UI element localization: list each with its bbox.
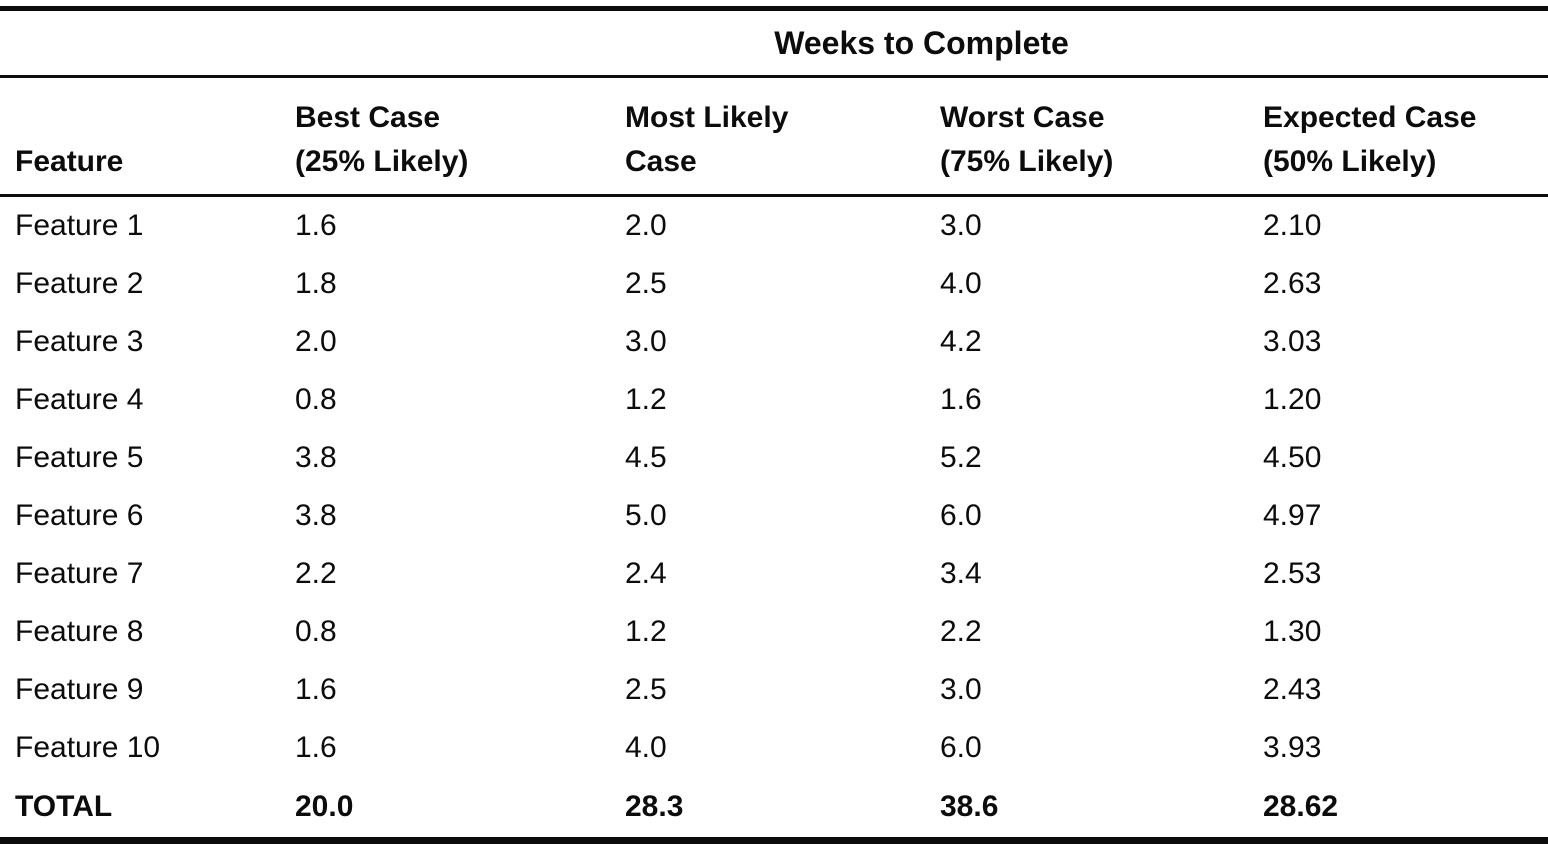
value-cell: 2.63 <box>1263 267 1322 300</box>
value-cell: 3.0 <box>625 325 667 358</box>
value-cell: 1.30 <box>1263 615 1322 648</box>
value-cell: 1.20 <box>1263 383 1322 416</box>
value-cell: 2.5 <box>625 673 667 706</box>
feature-label: Feature 8 <box>15 615 144 648</box>
value-cell: 5.0 <box>625 499 667 532</box>
column-header-expected-line2: (50% Likely) <box>1263 145 1437 178</box>
value-cell: 1.6 <box>295 731 337 764</box>
table-row: Feature 10 1.6 4.0 6.0 3.93 <box>0 719 1548 777</box>
column-header-feature: Feature <box>0 76 295 197</box>
value-cell: 6.0 <box>940 731 982 764</box>
table-row: Feature 3 2.0 3.0 4.2 3.03 <box>0 313 1548 371</box>
value-cell: 2.2 <box>940 615 982 648</box>
value-cell: 0.8 <box>295 615 337 648</box>
value-cell: 2.4 <box>625 557 667 590</box>
value-cell: 2.43 <box>1263 673 1322 706</box>
value-cell: 1.6 <box>295 209 337 242</box>
table-row: Feature 4 0.8 1.2 1.6 1.20 <box>0 371 1548 429</box>
column-header-most-line2: Case <box>625 145 697 178</box>
column-header-best-line1: Best Case <box>295 101 441 134</box>
value-cell: 3.0 <box>940 673 982 706</box>
total-value-cell: 38.6 <box>940 790 999 823</box>
table-row: Feature 1 1.6 2.0 3.0 2.10 <box>0 196 1548 256</box>
column-header-feature-label: Feature <box>15 145 124 178</box>
total-row: TOTAL 20.0 28.3 38.6 28.62 <box>0 777 1548 841</box>
total-value-cell: 28.3 <box>625 790 684 823</box>
value-cell: 2.0 <box>295 325 337 358</box>
value-cell: 1.6 <box>940 383 982 416</box>
column-header-best-line2: (25% Likely) <box>295 145 469 178</box>
total-value-cell: 28.62 <box>1263 790 1339 823</box>
value-cell: 4.5 <box>625 441 667 474</box>
column-header-worst-line2: (75% Likely) <box>940 145 1114 178</box>
value-cell: 4.0 <box>625 731 667 764</box>
spanner-spacer-cell <box>0 8 295 78</box>
column-header-best-case: Best Case (25% Likely) <box>295 76 625 197</box>
feature-label: Feature 10 <box>15 731 161 764</box>
value-cell: 1.2 <box>625 383 667 416</box>
value-cell: 5.2 <box>940 441 982 474</box>
table-row: Feature 5 3.8 4.5 5.2 4.50 <box>0 429 1548 487</box>
value-cell: 0.8 <box>295 383 337 416</box>
value-cell: 4.97 <box>1263 499 1322 532</box>
feature-label: Feature 4 <box>15 383 144 416</box>
table-row: Feature 9 1.6 2.5 3.0 2.43 <box>0 661 1548 719</box>
spanner-header-row: Weeks to Complete <box>0 8 1548 78</box>
column-header-expected-line1: Expected Case <box>1263 101 1477 134</box>
total-value-cell: 20.0 <box>295 790 354 823</box>
feature-label: Feature 6 <box>15 499 144 532</box>
column-header-row: Feature Best Case (25% Likely) Most Like… <box>0 76 1548 197</box>
value-cell: 3.93 <box>1263 731 1322 764</box>
estimation-table: Weeks to Complete Feature Best Case (25%… <box>0 6 1548 844</box>
value-cell: 2.2 <box>295 557 337 590</box>
value-cell: 3.4 <box>940 557 982 590</box>
value-cell: 4.0 <box>940 267 982 300</box>
value-cell: 2.10 <box>1263 209 1322 242</box>
spanner-header: Weeks to Complete <box>295 8 1548 78</box>
value-cell: 3.0 <box>940 209 982 242</box>
column-header-worst-line1: Worst Case <box>940 101 1105 134</box>
value-cell: 2.5 <box>625 267 667 300</box>
value-cell: 1.6 <box>295 673 337 706</box>
feature-label: Feature 1 <box>15 209 144 242</box>
column-header-most-likely: Most Likely Case <box>625 76 940 197</box>
value-cell: 4.2 <box>940 325 982 358</box>
value-cell: 1.2 <box>625 615 667 648</box>
value-cell: 3.8 <box>295 441 337 474</box>
feature-label: Feature 5 <box>15 441 144 474</box>
column-header-most-line1: Most Likely <box>625 101 789 134</box>
feature-label: Feature 9 <box>15 673 144 706</box>
value-cell: 2.53 <box>1263 557 1322 590</box>
table-row: Feature 7 2.2 2.4 3.4 2.53 <box>0 545 1548 603</box>
value-cell: 1.8 <box>295 267 337 300</box>
column-header-worst-case: Worst Case (75% Likely) <box>940 76 1263 197</box>
table-row: Feature 6 3.8 5.0 6.0 4.97 <box>0 487 1548 545</box>
table-row: Feature 2 1.8 2.5 4.0 2.63 <box>0 255 1548 313</box>
value-cell: 3.03 <box>1263 325 1322 358</box>
total-label: TOTAL <box>15 790 113 823</box>
table-row: Feature 8 0.8 1.2 2.2 1.30 <box>0 603 1548 661</box>
value-cell: 2.0 <box>625 209 667 242</box>
feature-label: Feature 2 <box>15 267 144 300</box>
value-cell: 6.0 <box>940 499 982 532</box>
feature-label: Feature 7 <box>15 557 144 590</box>
feature-label: Feature 3 <box>15 325 144 358</box>
value-cell: 4.50 <box>1263 441 1322 474</box>
column-header-expected-case: Expected Case (50% Likely) <box>1263 76 1548 197</box>
value-cell: 3.8 <box>295 499 337 532</box>
